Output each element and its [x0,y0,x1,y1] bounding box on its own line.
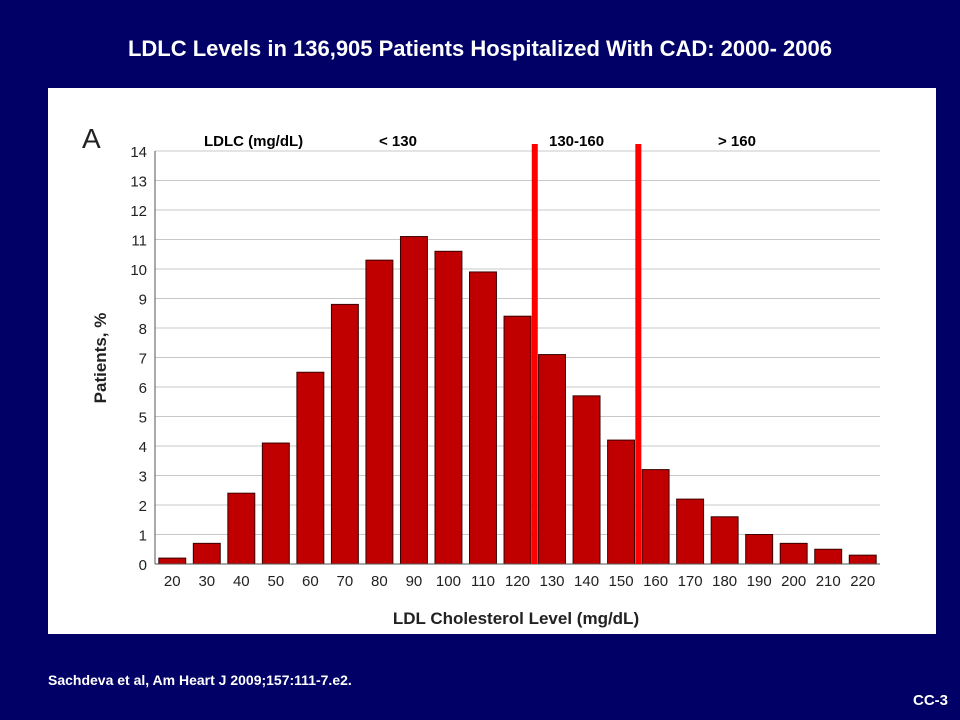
x-tick-label: 170 [678,573,703,590]
y-tick-label: 5 [139,410,147,427]
chart-panel: 0 1 2 3 4 5 6 7 8 9 10 11 12 13 14 20 30 40 50 60 70 80 90 100 1… [48,88,936,634]
y-tick-label: 4 [139,439,147,456]
y-axis-title: Patients, % [91,313,110,404]
y-tick-label: 9 [139,292,147,309]
panel-label: A [82,123,101,154]
bar [641,469,670,565]
y-tick-label: 3 [139,469,147,486]
x-tick-label: 160 [643,573,668,590]
x-tick-label: 70 [337,573,354,590]
x-tick-label: 30 [198,573,215,590]
range-title: LDLC (mg/dL) [204,133,303,150]
x-tick-label: 80 [371,573,388,590]
x-tick-label: 60 [302,573,319,590]
bar [330,303,359,565]
cutoff-lines [531,144,642,564]
bar [192,542,221,565]
bar [538,354,566,565]
range-label-high: > 160 [718,133,756,150]
bar [779,542,808,565]
bar [503,315,532,565]
y-tick-label: 11 [131,233,147,250]
y-tick-label: 0 [139,557,147,574]
y-tick-label: 6 [139,380,147,397]
x-axis-title: LDL Cholesterol Level (mg/dL) [393,609,639,628]
y-tick-label: 1 [139,528,147,545]
slide-id: CC-3 [912,692,948,709]
bar [261,442,290,565]
x-tick-label: 100 [436,573,461,590]
y-tick-label: 8 [139,321,147,338]
x-tick-label: 210 [816,573,841,590]
bar [158,557,187,565]
bar [572,395,601,565]
slide-title: LDLC Levels in 136,905 Patients Hospital… [127,36,833,61]
x-tick-label: 20 [164,573,181,590]
bar [469,271,497,565]
x-tick-label: 140 [574,573,599,590]
y-tick-label: 13 [130,174,147,191]
range-label-mid: 130-160 [549,133,604,150]
x-tick-label: 50 [267,573,284,590]
bars [158,236,877,565]
bar [399,236,428,565]
y-tick-label: 14 [130,144,147,161]
x-tick-label: 220 [850,573,875,590]
bar [710,516,739,565]
y-tick-label: 2 [139,498,147,515]
bar [848,554,877,565]
x-tick-label: 150 [609,573,634,590]
x-tick-label: 40 [233,573,250,590]
bar [676,498,705,565]
citation: Sachdeva et al, Am Heart J 2009;157:111-… [48,672,352,688]
bar [365,259,394,565]
y-tick-label: 10 [130,262,147,279]
x-tick-label: 200 [781,573,806,590]
bar [434,250,463,565]
x-tick-label: 190 [747,573,772,590]
y-tick-label: 12 [130,203,147,220]
x-tick-label: 120 [505,573,530,590]
bar [607,439,636,565]
range-label-low: < 130 [379,133,417,150]
bar [296,371,325,565]
bar [227,492,256,565]
x-tick-label: 130 [540,573,565,590]
x-tick-label: 110 [471,573,495,590]
x-tick-label: 90 [406,573,423,590]
bar [814,548,843,565]
bar [745,534,774,565]
y-tick-label: 7 [139,351,147,368]
x-tick-label: 180 [712,573,737,590]
